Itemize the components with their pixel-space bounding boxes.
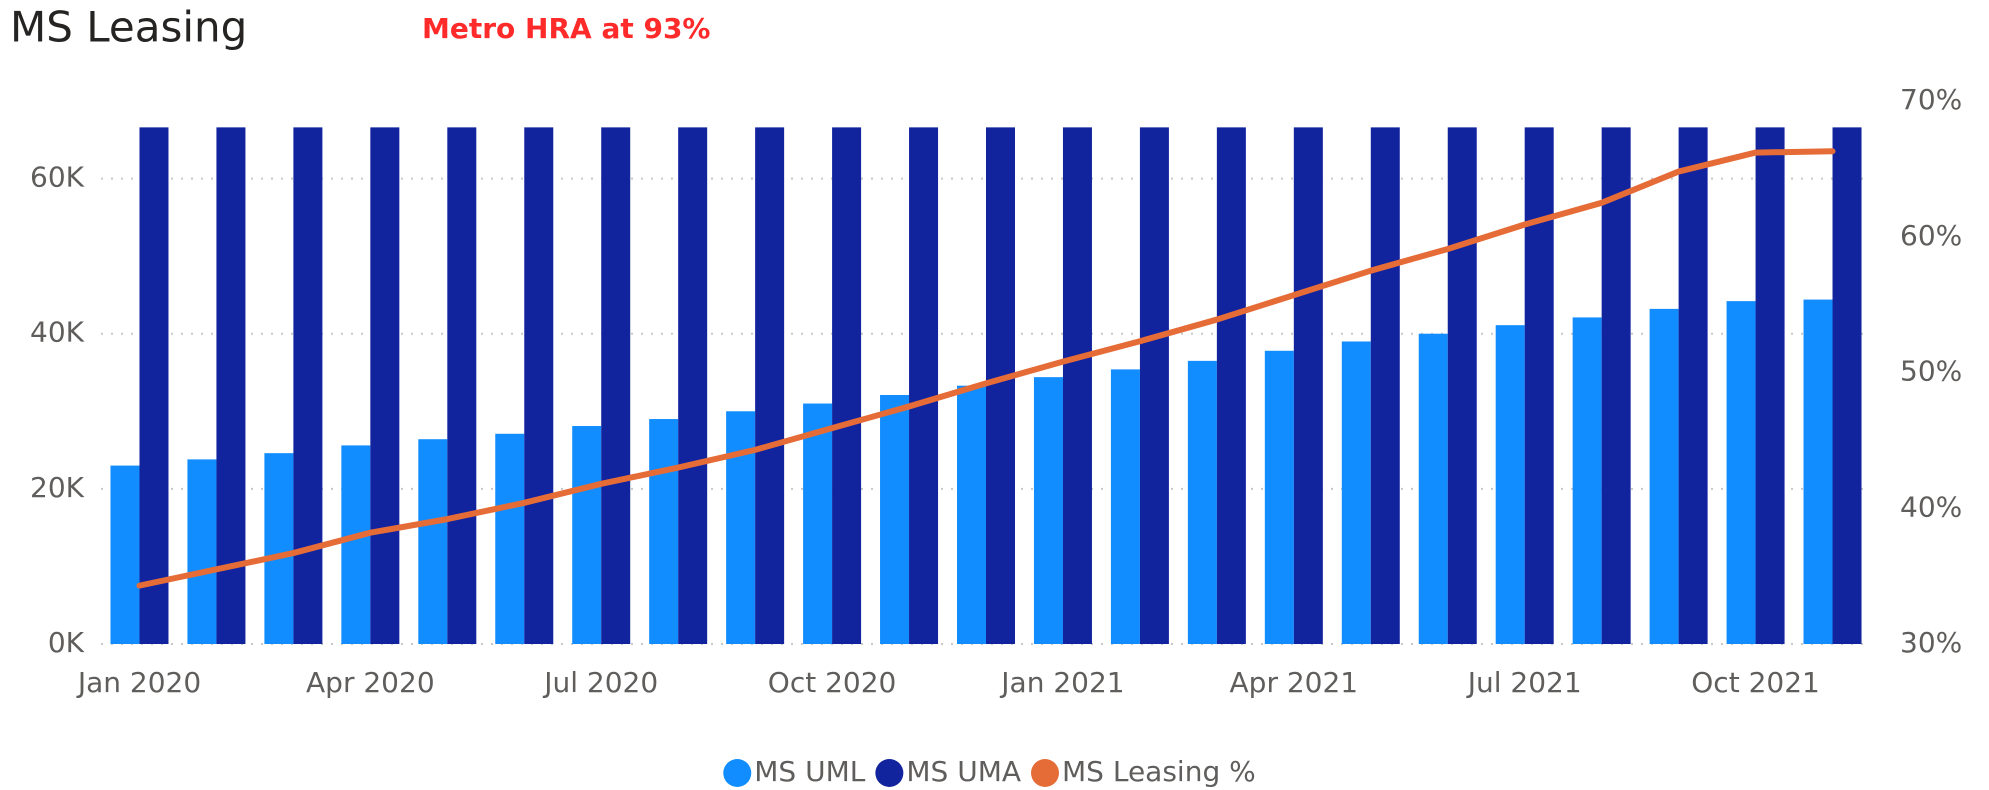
legend-marker [723,759,752,787]
bar [1370,127,1400,645]
bar [1755,127,1785,645]
bar [1524,127,1554,645]
y2-tick-label: 40% [1900,490,1962,523]
bar [880,394,910,644]
bar [572,426,602,644]
bar [1678,127,1708,645]
y-tick-label: 20K [30,471,85,504]
bar [1418,333,1448,644]
x-tick-label: Jul 2021 [1466,666,1582,699]
bar [216,127,246,645]
x-tick-label: Oct 2021 [1691,666,1820,699]
x-tick-label: Oct 2020 [768,666,897,699]
y-tick-label: 0K [48,626,85,659]
bar [755,127,785,645]
bar [1341,341,1371,644]
bar [370,127,400,645]
bar [495,433,525,644]
legend-label: MS Leasing % [1062,755,1256,788]
bar [341,445,371,644]
bar [1495,325,1525,644]
bar [1447,127,1477,645]
bar [803,403,833,644]
legend: MS UML MS UMA MS Leasing % [723,755,1256,788]
bar [909,127,939,645]
bar [1062,127,1092,645]
legend-marker [1031,759,1060,787]
y2-tick-label: 30% [1900,626,1962,659]
bar [1216,127,1246,645]
bar [264,453,294,644]
annotation: Metro HRA at 93% [422,12,711,45]
bar [1832,127,1862,645]
bar [447,127,477,645]
bar [524,127,554,645]
bar [418,439,448,644]
y-tick-label: 40K [30,316,85,349]
x-tick-label: Jul 2020 [542,666,658,699]
bar [187,459,217,644]
bar [1264,350,1294,644]
bar [1110,369,1140,644]
bar [1293,127,1323,645]
bar [678,127,708,645]
bar [986,127,1015,645]
chart-title: MS Leasing [10,3,247,52]
legend-label: MS UML [754,755,865,788]
y2-tick-label: 70% [1900,83,1962,116]
bar [957,385,986,644]
x-tick-label: Jan 2020 [76,666,201,699]
x-tick-label: Apr 2021 [1230,666,1359,699]
bar [1601,127,1631,645]
bar [726,411,756,644]
x-tick-label: Apr 2020 [306,666,435,699]
bar [1033,377,1063,644]
bar [1726,301,1756,644]
bar [601,127,631,645]
bar [110,465,140,644]
x-tick-label: Jan 2021 [999,666,1124,699]
bar [1803,299,1833,644]
bar [139,127,169,645]
line [136,148,1836,589]
legend-marker [875,759,904,787]
bar [293,127,323,645]
bar [1649,308,1679,644]
bar [1139,127,1169,645]
y2-tick-label: 60% [1900,219,1962,252]
bar [649,419,679,644]
legend-label: MS UMA [906,755,1021,788]
bar [1187,360,1217,644]
bar [832,127,862,645]
y2-tick-label: 50% [1900,355,1962,388]
y-tick-label: 60K [30,161,85,194]
bar [1572,317,1602,644]
